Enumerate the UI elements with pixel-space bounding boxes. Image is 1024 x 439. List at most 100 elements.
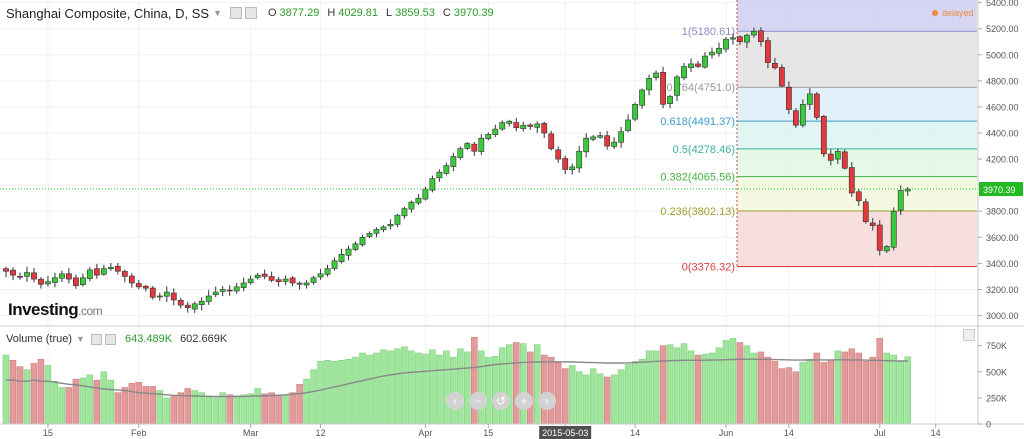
volume-bar bbox=[506, 344, 513, 425]
volume-bar bbox=[177, 392, 184, 425]
candle-body bbox=[513, 122, 520, 129]
candle-body bbox=[597, 135, 604, 138]
ohlc-low-value: 3859.53 bbox=[395, 7, 435, 19]
candle-body bbox=[443, 165, 450, 174]
candle-body bbox=[688, 63, 694, 68]
volume-bar bbox=[366, 354, 373, 425]
y-tick-label: 3000.00 bbox=[986, 311, 1019, 321]
candle-body bbox=[464, 143, 471, 149]
candle-body bbox=[883, 246, 890, 252]
volume-bar bbox=[617, 369, 625, 425]
zoom-in-button[interactable]: + bbox=[515, 392, 533, 410]
volume-bar bbox=[806, 358, 814, 425]
candle-body bbox=[324, 268, 331, 275]
volume-bar bbox=[561, 368, 569, 425]
candle-body bbox=[261, 273, 268, 277]
candle-body bbox=[681, 66, 687, 79]
candle-body bbox=[799, 104, 806, 126]
volume-bar bbox=[23, 369, 31, 425]
zoom-out-button[interactable]: − bbox=[469, 392, 487, 410]
volume-bar bbox=[729, 338, 737, 425]
candle-body bbox=[219, 289, 226, 292]
volume-bar bbox=[310, 369, 317, 425]
candle-body bbox=[331, 260, 338, 269]
volume-bar bbox=[198, 392, 205, 425]
candle-body bbox=[114, 265, 121, 272]
settings-icon[interactable] bbox=[90, 333, 102, 345]
close-icon[interactable] bbox=[244, 7, 257, 19]
x-tick-label-highlight bbox=[539, 426, 592, 439]
fib-level-label: 0.236(3802.13) bbox=[660, 206, 735, 218]
fib-zone bbox=[737, 210, 977, 267]
candle-body bbox=[653, 72, 659, 78]
ohlc-low-label: L bbox=[386, 7, 393, 19]
close-icon[interactable] bbox=[104, 333, 116, 345]
candle-body bbox=[170, 292, 177, 301]
volume-bar bbox=[610, 374, 618, 425]
volume-bar bbox=[862, 361, 870, 425]
volume-bar bbox=[457, 348, 464, 425]
maximize-pane-icon[interactable] bbox=[963, 329, 975, 341]
volume-bar bbox=[743, 345, 751, 425]
candle-body bbox=[611, 141, 618, 147]
settings-icon[interactable] bbox=[229, 7, 242, 19]
ohlc-open-value: 3877.29 bbox=[279, 7, 320, 19]
x-tick-label: 15 bbox=[43, 428, 53, 438]
candle-body bbox=[282, 278, 289, 282]
candle-body bbox=[275, 279, 282, 282]
candle-body bbox=[730, 37, 736, 40]
y-tick-label: 3400.00 bbox=[986, 259, 1019, 269]
candle-body bbox=[471, 143, 478, 152]
candle-body bbox=[709, 51, 715, 56]
candle-body bbox=[841, 151, 848, 169]
volume-bar bbox=[471, 337, 478, 425]
volume-bar bbox=[680, 343, 688, 425]
volume-bar bbox=[799, 362, 807, 425]
volume-bar bbox=[303, 378, 310, 425]
volume-bar bbox=[771, 361, 779, 425]
y-tick-label: 4800.00 bbox=[986, 76, 1019, 86]
chevron-down-icon[interactable]: ▼ bbox=[76, 334, 85, 344]
candle-body bbox=[66, 273, 72, 280]
reset-button[interactable]: ↺ bbox=[492, 392, 510, 410]
volume-bar bbox=[520, 343, 527, 425]
candle-body bbox=[527, 124, 534, 127]
scroll-right-button[interactable]: › bbox=[538, 392, 556, 410]
volume-bar bbox=[135, 381, 143, 425]
x-tick-label: 15 bbox=[483, 428, 493, 438]
volume-bar bbox=[51, 380, 59, 425]
candle-body bbox=[604, 135, 611, 147]
last-price-label: 3970.39 bbox=[983, 185, 1016, 195]
volume-bar bbox=[897, 361, 904, 425]
candle-body bbox=[639, 89, 645, 106]
volume-bar bbox=[233, 395, 240, 425]
volume-bar bbox=[429, 349, 436, 425]
volume-bar bbox=[240, 394, 247, 425]
volume-bar bbox=[701, 353, 709, 425]
candle-body bbox=[52, 277, 58, 283]
volume-bar bbox=[317, 361, 324, 425]
candle-body bbox=[366, 233, 373, 237]
volume-bar bbox=[834, 350, 842, 425]
ohlc-close-label: C bbox=[442, 7, 451, 19]
volume-y-tick-label: 250K bbox=[986, 393, 1007, 403]
candle-body bbox=[702, 55, 708, 68]
volume-bar bbox=[254, 388, 261, 425]
volume-bar bbox=[596, 373, 604, 425]
fibonacci-retracement[interactable]: 1(5180.61) 0.764(4751.0) 0.618(4491.37) 0.5… bbox=[660, 0, 977, 273]
scroll-left-button[interactable]: ‹ bbox=[446, 392, 464, 410]
candle-body bbox=[121, 271, 128, 277]
volume-bar bbox=[212, 397, 219, 425]
volume-bar bbox=[666, 344, 674, 425]
volume-bar bbox=[16, 366, 24, 425]
volume-bar bbox=[785, 367, 793, 425]
chevron-down-icon[interactable]: ▼ bbox=[213, 8, 222, 18]
candle-body bbox=[723, 38, 729, 50]
volume-bar bbox=[708, 352, 716, 425]
volume-bar bbox=[415, 352, 422, 425]
candle-body bbox=[436, 171, 443, 179]
chart-navigation: ‹ − ↺ + › bbox=[446, 392, 561, 410]
candle-body bbox=[555, 149, 562, 160]
volume-bar bbox=[547, 356, 555, 425]
